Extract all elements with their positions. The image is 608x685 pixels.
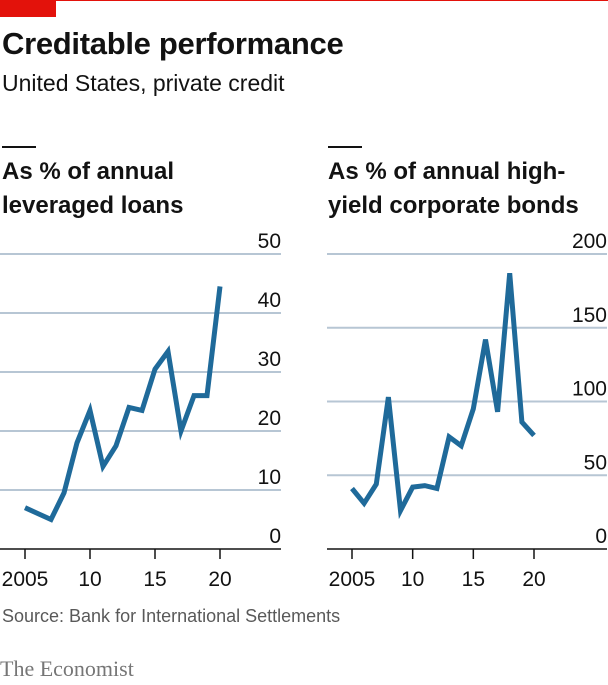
- left-panel-title-line-2: leveraged loans: [2, 192, 184, 219]
- right-panel-title-line-1: As % of annual high-: [328, 158, 566, 185]
- right-panel-title: As % of annual high- yield corporate bon…: [328, 155, 579, 223]
- x-tick-label: 15: [462, 568, 485, 591]
- x-tick-label: 2005: [329, 568, 376, 591]
- y-tick-label: 50: [584, 451, 607, 474]
- source-note: Source: Bank for International Settlemen…: [2, 606, 341, 626]
- economist-logo: The Economist: [0, 656, 134, 681]
- x-tick-label: 15: [143, 568, 166, 591]
- x-tick-label: 20: [522, 568, 545, 591]
- left-panel-title: As % of annual leveraged loans: [2, 155, 183, 223]
- top-red-rule: [0, 0, 608, 1]
- right-panel-rule: [328, 146, 362, 148]
- y-tick-label: 100: [572, 378, 607, 401]
- x-tick-label: 2005: [2, 568, 49, 591]
- y-tick-label: 10: [258, 466, 281, 489]
- y-tick-label: 40: [258, 289, 281, 312]
- x-tick-label: 20: [208, 568, 231, 591]
- y-tick-label: 20: [258, 407, 281, 430]
- y-tick-label: 150: [572, 304, 607, 327]
- y-tick-label: 50: [258, 230, 281, 253]
- y-tick-label: 200: [572, 230, 607, 253]
- chart-subtitle: United States, private credit: [2, 70, 285, 96]
- left-panel-rule: [2, 146, 36, 148]
- y-tick-label: 0: [595, 525, 607, 548]
- right-panel-title-line-2: yield corporate bonds: [328, 192, 579, 219]
- series-line: [23, 286, 223, 523]
- x-tick-label: 10: [78, 568, 101, 591]
- chart-title: Creditable performance: [2, 26, 344, 61]
- x-tick-label: 10: [401, 568, 424, 591]
- y-tick-label: 0: [269, 525, 281, 548]
- y-tick-label: 30: [258, 348, 281, 371]
- top-red-tag: [0, 0, 56, 17]
- left-panel-title-line-1: As % of annual: [2, 158, 175, 185]
- series-line: [350, 272, 536, 520]
